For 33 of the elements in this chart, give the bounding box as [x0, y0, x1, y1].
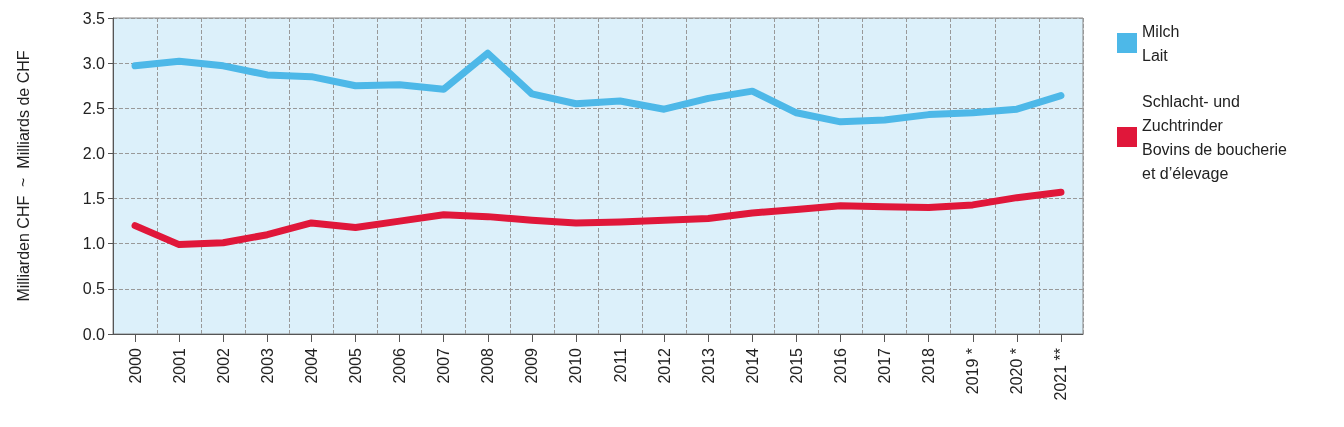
y-tick-label: 2.0 — [82, 144, 106, 162]
y-tick-label: 0.5 — [82, 280, 106, 298]
legend-label: Schlacht- und Zuchtrinder Bovins de boucherie et d’élevage — [1142, 92, 1288, 182]
legend-label: Milch Lait — [1142, 22, 1180, 64]
y-tick-label: 3.5 — [82, 9, 106, 27]
x-tick-label: 2016 — [832, 347, 849, 384]
x-tick-label: 2021 ** — [1052, 348, 1070, 401]
x-tick-label: 2001 — [170, 347, 188, 384]
x-tick-label: 2007 — [435, 347, 453, 384]
x-tick-label: 2002 — [214, 347, 232, 384]
y-axis-title: Milliarden CHF ~ Milliards de CHF — [14, 50, 32, 302]
x-tick-label: 2009 — [523, 347, 541, 384]
x-tick-label: 2010 — [567, 347, 585, 384]
x-tick-label: 2015 — [787, 347, 805, 384]
x-tick-label: 2017 — [876, 347, 894, 384]
x-tick-label: 2012 — [655, 347, 673, 384]
x-tick-label: 2003 — [258, 347, 276, 384]
x-tick-label: 2019 * — [964, 348, 982, 395]
x-tick-label: 2018 — [920, 347, 938, 384]
x-tick-label: 2006 — [391, 347, 409, 384]
x-tick-label: 2004 — [302, 347, 320, 384]
y-tick-label: 1.5 — [82, 190, 106, 208]
y-tick-label: 3.0 — [82, 54, 106, 72]
x-tick-label: 2011 — [611, 347, 629, 383]
x-tick-label: 2008 — [479, 347, 497, 384]
y-tick-label: 1.0 — [82, 235, 106, 253]
x-tick-label: 2014 — [743, 347, 761, 384]
x-tick-label: 2020 * — [1008, 348, 1026, 395]
y-tick-label: 0.0 — [82, 325, 106, 343]
x-tick-label: 2013 — [699, 347, 717, 384]
y-tick-label: 2.5 — [82, 99, 106, 117]
x-tick-label: 2005 — [347, 347, 364, 384]
x-tick-label: 2000 — [126, 347, 144, 384]
